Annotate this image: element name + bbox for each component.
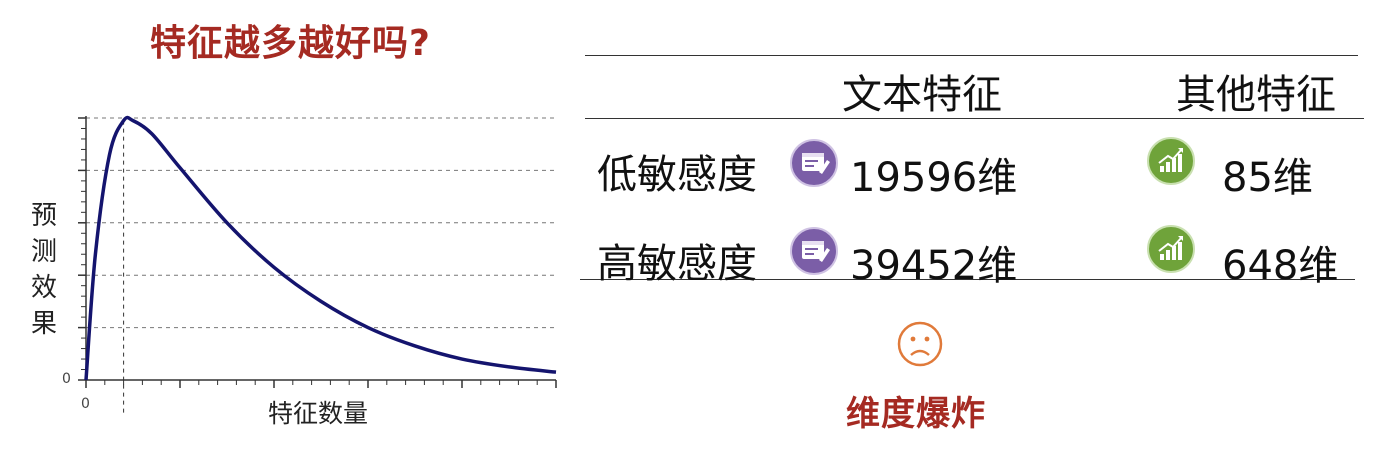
y-axis-label-char: 测: [30, 237, 57, 267]
table-top-rule: [585, 55, 1358, 56]
page-title: 特征越多越好吗?: [150, 23, 431, 64]
table-bottom-rule: [580, 279, 1355, 280]
series-line: [84, 115, 557, 381]
column-header-other-features: 其他特征: [1176, 72, 1336, 118]
x-axis-label: 特征数量: [268, 399, 369, 428]
table-header-rule: [585, 118, 1364, 119]
sad-face-icon: [897, 321, 943, 367]
growth-chart-icon: [1147, 225, 1195, 273]
feature-curve-chart: [78, 115, 557, 414]
chart-grid: [86, 117, 556, 329]
row-label-high-sensitivity: 高敏感度: [597, 241, 757, 287]
cell-other-high: 648维: [1222, 243, 1339, 289]
y-axis-label-char: 效: [30, 273, 57, 303]
column-header-text-features: 文本特征: [842, 72, 1002, 118]
row-label-low-sensitivity: 低敏感度: [597, 152, 757, 198]
cell-text-high: 39452维: [850, 243, 1018, 289]
document-edit-icon: [790, 139, 838, 187]
y-axis-label-char: 果: [30, 309, 57, 339]
cell-other-low: 85维: [1222, 155, 1313, 201]
y-axis-label-char: 预: [30, 201, 57, 231]
conclusion-label: 维度爆炸: [846, 394, 986, 434]
y-axis-label: 预 测 效 果: [26, 198, 62, 342]
y-zero-tick-label: 0: [62, 371, 71, 387]
cell-text-low: 19596维: [850, 155, 1018, 201]
chart-ticks: [78, 117, 557, 388]
x-zero-tick-label: 0: [81, 396, 90, 412]
document-edit-icon: [790, 227, 838, 275]
growth-chart-icon: [1147, 137, 1195, 185]
